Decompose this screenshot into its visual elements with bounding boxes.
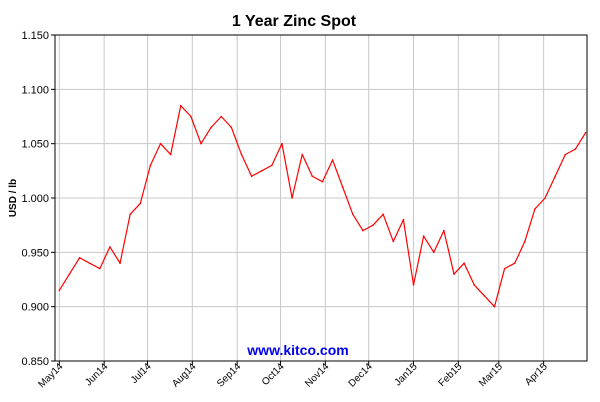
x-tick-label: Jan15: [393, 361, 420, 388]
data-point: [554, 175, 556, 178]
data-point: [443, 229, 445, 232]
x-tick-label: Feb15: [437, 361, 465, 389]
x-tick-label: Oct14: [260, 361, 287, 388]
x-tick-label: Nov14: [303, 361, 332, 390]
data-point: [139, 202, 142, 205]
data-point: [260, 170, 263, 172]
data-point: [493, 305, 496, 308]
data-point: [483, 295, 486, 297]
data-point: [352, 213, 354, 216]
data-point: [179, 104, 182, 107]
y-tick-label: 1.050: [21, 139, 49, 151]
data-point: [513, 262, 516, 265]
data-point: [159, 142, 162, 145]
data-point: [422, 235, 425, 237]
data-point: [372, 224, 374, 226]
data-point: [271, 164, 273, 167]
data-point: [240, 153, 243, 156]
x-tick-label: Jun14: [83, 361, 110, 388]
x-tick-label: Dec14: [347, 361, 376, 390]
data-point: [402, 218, 405, 221]
y-tick-label: 1.000: [21, 193, 49, 205]
y-axis-ticks: 1.150 1.100 1.050 1.000 0.950 0.900 0.850: [21, 30, 55, 368]
watermark-link[interactable]: www.kitco.com: [246, 342, 348, 358]
x-tick-label: Apr15: [523, 361, 550, 388]
data-point: [473, 284, 476, 286]
x-tick-label: Jul14: [129, 361, 154, 386]
data-point: [341, 186, 344, 188]
data-point: [544, 197, 546, 199]
data-point: [250, 175, 253, 178]
x-axis-ticks: May14 Jun14 Jul14 Aug14 Sep14 Oct14 Nov14 Dec14…: [36, 361, 550, 390]
data-point: [524, 240, 526, 243]
y-tick-label: 1.100: [21, 84, 49, 96]
data-point: [88, 262, 91, 265]
data-point: [129, 213, 131, 216]
data-point: [200, 142, 202, 145]
data-point: [68, 273, 71, 275]
grid: [55, 35, 587, 361]
data-point: [463, 262, 465, 265]
data-point: [109, 246, 111, 248]
y-axis-label: USD / lb: [8, 179, 19, 217]
data-point: [291, 197, 293, 199]
y-tick-label: 0.950: [21, 247, 49, 259]
data-point: [382, 213, 384, 216]
data-point: [574, 148, 577, 150]
data-point: [534, 208, 536, 210]
data-point: [281, 142, 283, 145]
data-point: [564, 153, 567, 156]
data-point: [331, 159, 334, 161]
x-tick-label: Aug14: [170, 361, 199, 390]
series-line-zinc-spot: [58, 105, 587, 308]
x-tick-label: Mar15: [477, 361, 505, 389]
data-point: [58, 289, 61, 292]
data-point: [220, 115, 223, 118]
data-point: [432, 251, 435, 254]
data-point: [149, 164, 152, 167]
data-point: [362, 229, 364, 232]
data-point: [321, 180, 324, 183]
data-point: [119, 262, 121, 265]
data-point: [412, 284, 415, 286]
data-point: [584, 132, 587, 134]
data-point: [169, 153, 172, 156]
data-point: [210, 126, 212, 129]
data-point: [311, 175, 314, 178]
data-point: [78, 256, 81, 259]
data-point: [190, 115, 192, 118]
data-point: [503, 267, 506, 270]
y-tick-label: 0.850: [21, 356, 49, 368]
chart-title: 1 Year Zinc Spot: [232, 13, 357, 30]
y-tick-label: 1.150: [21, 30, 49, 42]
data-point: [301, 153, 304, 156]
data-point: [392, 240, 395, 243]
data-point: [230, 126, 233, 129]
data-point: [99, 267, 101, 270]
series-layer: [58, 104, 587, 308]
y-tick-label: 0.900: [21, 302, 49, 314]
data-point: [453, 273, 455, 275]
x-tick-label: Sep14: [215, 361, 244, 390]
